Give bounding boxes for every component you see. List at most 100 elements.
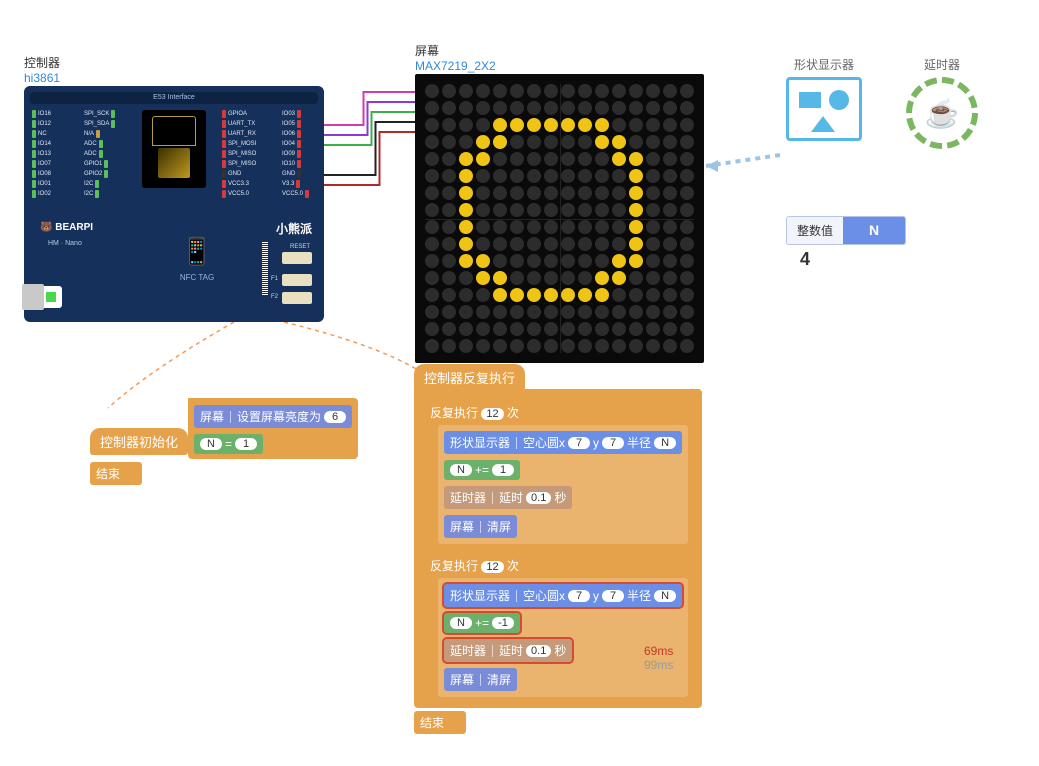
- pins-right-inner: GPIOAUART_TXUART_RXSPI_MOSISPI_MISOSPI_M…: [222, 110, 256, 198]
- code-block[interactable]: 屏幕清屏: [444, 515, 517, 538]
- pin-IO04: IO04: [282, 140, 309, 148]
- led-2-11: [612, 118, 626, 132]
- led-8-14: [663, 220, 677, 234]
- led-8-5: [510, 220, 524, 234]
- led-12-6: [527, 288, 541, 302]
- code-block[interactable]: 屏幕设置屏幕亮度为6: [194, 405, 352, 428]
- led-4-12: [629, 152, 643, 166]
- led-13-0: [425, 305, 439, 319]
- repeat-block[interactable]: 反复执行 12 次形状显示器空心圆x7y7半径NN+=1延时器延时0.1秒屏幕清…: [422, 398, 694, 548]
- led-9-12: [629, 237, 643, 251]
- pin-GPIOA: GPIOA: [222, 110, 256, 118]
- pin-N/A: N/A: [84, 130, 115, 138]
- hat-block[interactable]: 控制器反复执行: [414, 364, 525, 391]
- nfc-label: NFC TAG: [142, 273, 252, 282]
- led-9-1: [442, 237, 456, 251]
- led-7-0: [425, 203, 439, 217]
- code-block[interactable]: 延时器延时0.1秒: [444, 486, 572, 509]
- led-9-4: [493, 237, 507, 251]
- shape-display-component[interactable]: 形状显示器: [786, 56, 862, 141]
- led-14-5: [510, 322, 524, 336]
- led-7-7: [544, 203, 558, 217]
- led-5-2: [459, 169, 473, 183]
- code-block[interactable]: 延时器延时0.1秒: [444, 639, 572, 662]
- led-7-13: [646, 203, 660, 217]
- pin-IO16: IO16: [32, 110, 51, 118]
- n-value-widget[interactable]: 整数值 N 4: [786, 216, 906, 270]
- led-5-9: [578, 169, 592, 183]
- led-6-10: [595, 186, 609, 200]
- led-3-7: [544, 135, 558, 149]
- led-8-7: [544, 220, 558, 234]
- repeat-block[interactable]: 反复执行 12 次形状显示器空心圆x7y7半径NN+=-1延时器延时0.1秒屏幕…: [422, 551, 694, 701]
- led-15-15: [680, 339, 694, 353]
- led-5-13: [646, 169, 660, 183]
- hat-block[interactable]: 控制器初始化: [90, 428, 188, 455]
- matrix-title: 屏幕: [415, 42, 496, 59]
- code-block[interactable]: 形状显示器空心圆x7y7半径N: [444, 431, 682, 454]
- led-7-9: [578, 203, 592, 217]
- pin-NC: NC: [32, 130, 51, 138]
- led-0-0: [425, 84, 439, 98]
- led-1-8: [561, 101, 575, 115]
- wire-V3.3: [324, 132, 423, 185]
- led-5-8: [561, 169, 575, 183]
- led-15-9: [578, 339, 592, 353]
- led-12-13: [646, 288, 660, 302]
- led-14-2: [459, 322, 473, 336]
- code-block[interactable]: 屏幕清屏: [444, 668, 517, 691]
- code-block[interactable]: N=1: [194, 434, 263, 454]
- led-2-2: [459, 118, 473, 132]
- f2-button[interactable]: [282, 292, 312, 304]
- led-3-14: [663, 135, 677, 149]
- code-block[interactable]: N+=-1: [444, 613, 520, 633]
- led-13-6: [527, 305, 541, 319]
- code-block[interactable]: 形状显示器空心圆x7y7半径N: [444, 584, 682, 607]
- led-4-5: [510, 152, 524, 166]
- led-9-7: [544, 237, 558, 251]
- led-0-1: [442, 84, 456, 98]
- n-value-label: 整数值: [787, 217, 843, 244]
- led-3-3: [476, 135, 490, 149]
- led-10-9: [578, 254, 592, 268]
- led-1-2: [459, 101, 473, 115]
- led-5-0: [425, 169, 439, 183]
- led-14-9: [578, 322, 592, 336]
- pin-SPI_MISO: SPI_MISO: [222, 150, 256, 158]
- controller-link[interactable]: hi3861: [24, 71, 60, 85]
- reset-button[interactable]: [282, 252, 312, 264]
- led-13-8: [561, 305, 575, 319]
- led-14-15: [680, 322, 694, 336]
- end-block[interactable]: 结束: [414, 711, 466, 734]
- matrix-link[interactable]: MAX7219_2X2: [415, 59, 496, 73]
- led-1-4: [493, 101, 507, 115]
- led-4-13: [646, 152, 660, 166]
- led-11-10: [595, 271, 609, 285]
- link-arc-1: [108, 322, 234, 408]
- end-block[interactable]: 结束: [90, 462, 142, 485]
- led-8-6: [527, 220, 541, 234]
- led-4-10: [595, 152, 609, 166]
- led-14-7: [544, 322, 558, 336]
- led-3-11: [612, 135, 626, 149]
- led-4-9: [578, 152, 592, 166]
- led-3-1: [442, 135, 456, 149]
- led-3-2: [459, 135, 473, 149]
- led-4-2: [459, 152, 473, 166]
- led-5-10: [595, 169, 609, 183]
- led-11-9: [578, 271, 592, 285]
- led-9-5: [510, 237, 524, 251]
- code-loop[interactable]: 控制器反复执行反复执行 12 次形状显示器空心圆x7y7半径NN+=1延时器延时…: [414, 364, 702, 737]
- code-block[interactable]: N+=1: [444, 460, 520, 480]
- led-3-5: [510, 135, 524, 149]
- pin-IO07: IO07: [32, 160, 51, 168]
- n-value-symbol: N: [843, 217, 905, 244]
- pin-IO01: IO01: [32, 180, 51, 188]
- led-15-8: [561, 339, 575, 353]
- pin-GND: GND: [222, 170, 256, 178]
- code-init[interactable]: 控制器初始化屏幕设置屏幕亮度为6 N=1 结束: [90, 400, 358, 488]
- f1-button[interactable]: [282, 274, 312, 286]
- led-15-11: [612, 339, 626, 353]
- led-6-3: [476, 186, 490, 200]
- timer-component[interactable]: 延时器 ☕: [906, 56, 978, 149]
